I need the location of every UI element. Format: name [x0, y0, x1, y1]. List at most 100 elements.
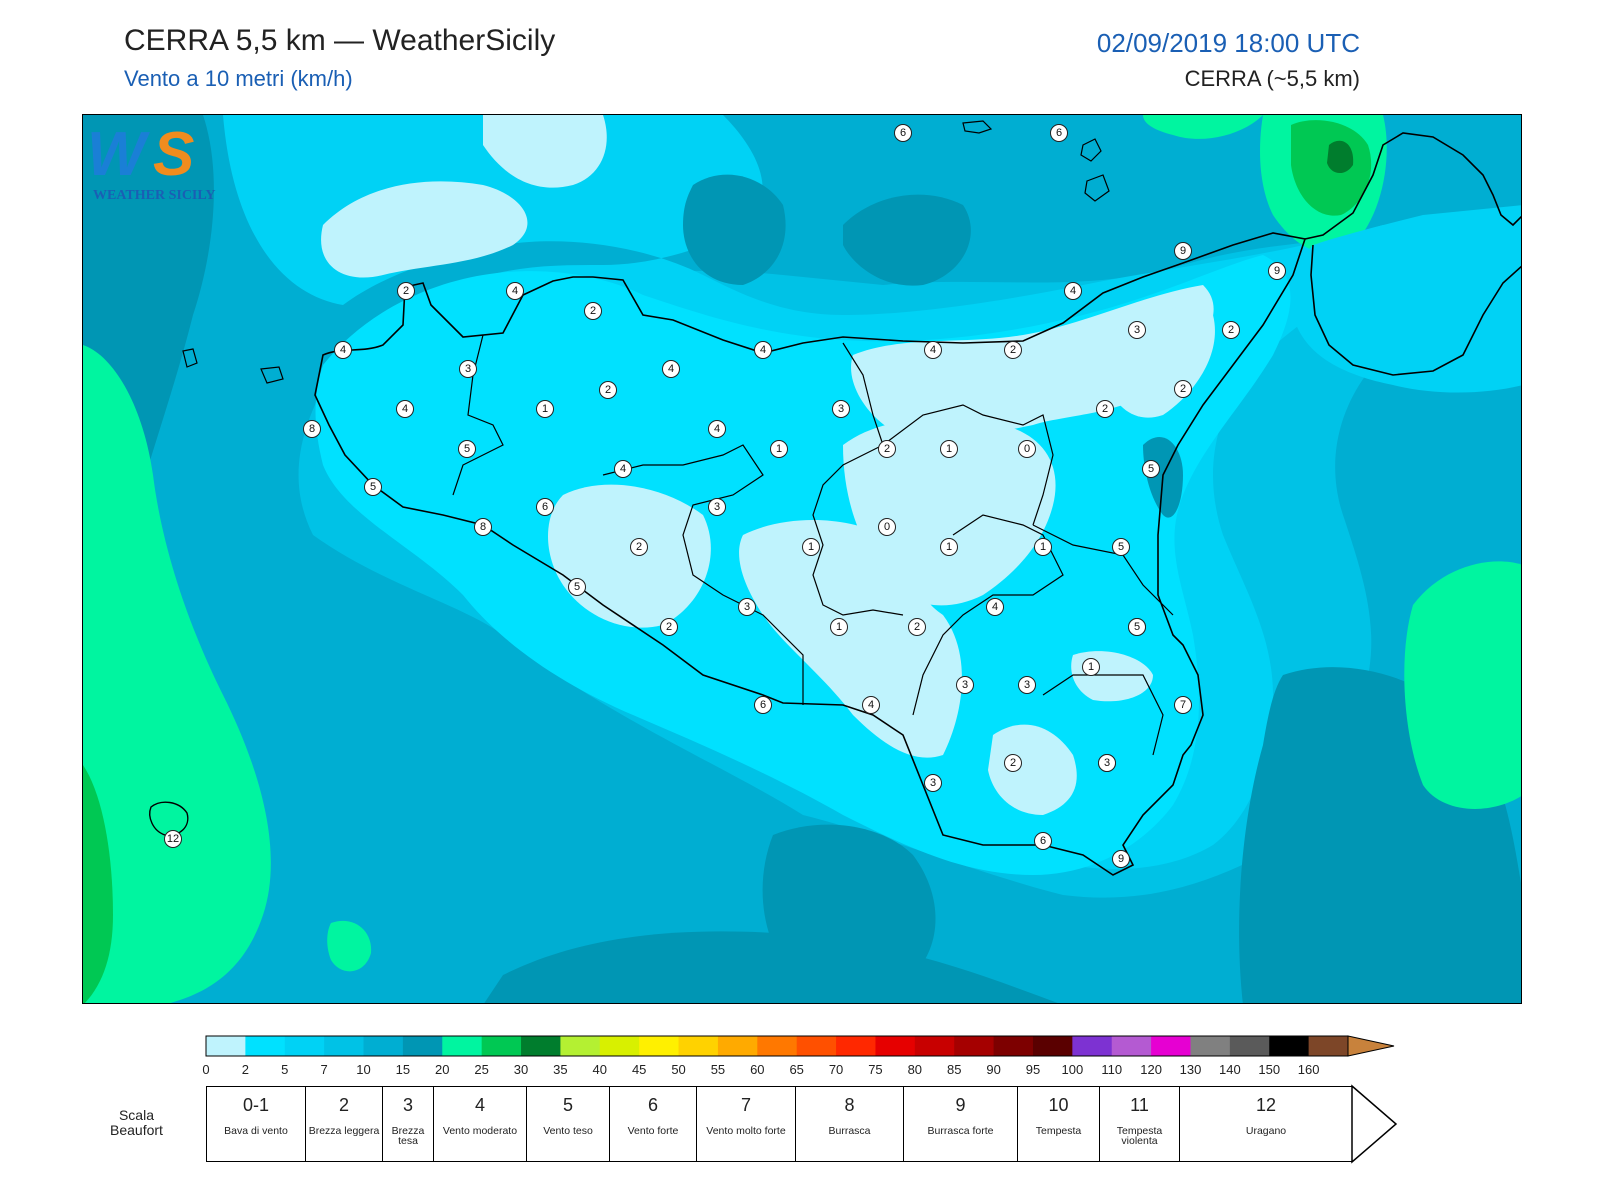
beaufort-number: 10 — [1048, 1095, 1069, 1115]
colorbar-segment — [796, 1036, 837, 1056]
beaufort-number: 11 — [1130, 1095, 1149, 1115]
beaufort-description: Burrasca — [828, 1125, 871, 1137]
wind-marker: 1 — [770, 440, 788, 458]
wind-marker: 6 — [1034, 832, 1052, 850]
wind-marker: 1 — [802, 538, 820, 556]
forecast-datetime: 02/09/2019 18:00 UTC — [1096, 28, 1360, 58]
wind-marker: 2 — [584, 302, 602, 320]
wind-marker: 0 — [1018, 440, 1036, 458]
wind-marker: 5 — [1142, 460, 1160, 478]
colorbar-tick-label: 70 — [828, 1062, 844, 1077]
variable-subtitle: Vento a 10 metri (km/h) — [124, 66, 353, 91]
wind-marker: 5 — [1112, 538, 1130, 556]
wind-marker: 3 — [708, 498, 726, 516]
wind-marker: 9 — [1174, 242, 1192, 260]
beaufort-description: Tempesta violenta — [1116, 1125, 1163, 1147]
colorbar-tick-label: 65 — [789, 1062, 804, 1077]
wind-marker: 3 — [1018, 676, 1036, 694]
beaufort-cell: 0-1 Bava di vento — [206, 1086, 306, 1162]
beaufort-cell: 12 Uragano — [1180, 1086, 1352, 1162]
colorbar-tick-label: 55 — [710, 1062, 726, 1077]
wind-marker: 4 — [924, 341, 942, 359]
wind-marker: 5 — [458, 440, 476, 458]
wind-marker: 4 — [986, 598, 1004, 616]
wind-map: 6 6 9 9 2 4 2 4 4 4 3 2 4 4 2 3 2 1 2 4 … — [82, 114, 1522, 1004]
beaufort-number: 4 — [474, 1095, 485, 1115]
beaufort-cell: 11 Tempesta violenta — [1100, 1086, 1180, 1162]
beaufort-number: 6 — [647, 1095, 658, 1115]
wind-marker: 2 — [1222, 321, 1240, 339]
colorbar-tick-label: 35 — [553, 1062, 568, 1077]
colorbar-tick-label: 140 — [1219, 1062, 1241, 1077]
wind-marker: 3 — [1098, 754, 1116, 772]
colorbar-segment — [560, 1036, 601, 1056]
wind-marker: 3 — [459, 360, 477, 378]
wind-marker: 1 — [1082, 658, 1100, 676]
wind-marker: 2 — [908, 618, 926, 636]
colorbar-segment — [206, 1036, 246, 1056]
beaufort-number: 2 — [338, 1095, 349, 1115]
colorbar-tick-label: 5 — [281, 1062, 289, 1077]
colorbar-tick-label: 25 — [474, 1062, 489, 1077]
svg-text:WEATHER SICILY: WEATHER SICILY — [93, 188, 216, 203]
colorbar-segment — [1308, 1036, 1349, 1056]
colorbar-segment — [836, 1036, 876, 1056]
beaufort-cell: 10 Tempesta — [1018, 1086, 1100, 1162]
colorbar-segment — [363, 1036, 404, 1056]
beaufort-cell: 5 Vento teso — [527, 1086, 610, 1162]
wind-marker: 4 — [396, 400, 414, 418]
wind-marker: 9 — [1268, 262, 1286, 280]
colorbar-segment — [954, 1036, 995, 1056]
wind-marker: 2 — [878, 440, 896, 458]
colorbar-tick-label: 30 — [513, 1062, 529, 1077]
colorbar-tick-label: 120 — [1140, 1062, 1162, 1077]
colorbar-tick-label: 130 — [1179, 1062, 1202, 1077]
colorbar-tick-label: 80 — [907, 1062, 923, 1077]
beaufort-number: 3 — [402, 1095, 413, 1115]
wind-marker: 1 — [940, 440, 958, 458]
colorbar-segment — [1190, 1036, 1231, 1056]
wind-marker: 6 — [1050, 124, 1068, 142]
colorbar-tick-label: 85 — [946, 1062, 962, 1077]
wind-marker: 8 — [474, 518, 492, 536]
wind-field — [83, 115, 1521, 1003]
model-resolution: CERRA (~5,5 km) — [1184, 66, 1360, 91]
colorbar-segment — [1269, 1036, 1310, 1056]
colorbar-tick-label: 7 — [320, 1062, 328, 1077]
colorbar-tick-label: 10 — [356, 1062, 371, 1077]
beaufort-description: Bava di vento — [224, 1125, 288, 1137]
wind-marker: 4 — [614, 460, 632, 478]
page-title: CERRA 5,5 km — WeatherSicily — [124, 24, 556, 57]
wind-marker: 3 — [924, 774, 942, 792]
beaufort-number: 12 — [1255, 1095, 1277, 1115]
colorbar-tick-label: 75 — [868, 1062, 883, 1077]
beaufort-cell: 3 Brezza tesa — [383, 1086, 434, 1162]
colorbar-segment — [245, 1036, 286, 1056]
beaufort-number: 8 — [844, 1095, 855, 1115]
wind-marker: 12 — [164, 830, 182, 848]
colorbar-segment — [481, 1036, 522, 1056]
colorbar-tick-label: 40 — [592, 1062, 608, 1077]
colorbar-tick-label: 20 — [435, 1062, 450, 1077]
beaufort-cell: 4 Vento moderato — [434, 1086, 527, 1162]
wind-marker: 1 — [940, 538, 958, 556]
wind-marker: 2 — [397, 282, 415, 300]
beaufort-description: Brezza tesa — [391, 1125, 425, 1147]
beaufort-arrow — [1351, 1084, 1398, 1164]
colorbar-segment — [1151, 1036, 1191, 1056]
colorbar-tick-label: 45 — [631, 1062, 647, 1077]
wind-marker: 3 — [956, 676, 974, 694]
wind-marker: 1 — [536, 400, 554, 418]
beaufort-description: Vento moderato — [442, 1125, 518, 1137]
wind-marker: 4 — [708, 420, 726, 438]
beaufort-number: 0-1 — [242, 1095, 269, 1115]
wind-marker: 3 — [1128, 321, 1146, 339]
colorbar-segment — [717, 1036, 758, 1056]
colorbar-tick-label: 110 — [1101, 1062, 1123, 1077]
colorbar-segment — [993, 1036, 1034, 1056]
beaufort-cell: 8 Burrasca — [796, 1086, 904, 1162]
wind-marker: 1 — [1034, 538, 1052, 556]
beaufort-number: 5 — [562, 1095, 573, 1115]
wind-marker: 2 — [1096, 400, 1114, 418]
colorbar-tick-label: 160 — [1297, 1062, 1320, 1077]
